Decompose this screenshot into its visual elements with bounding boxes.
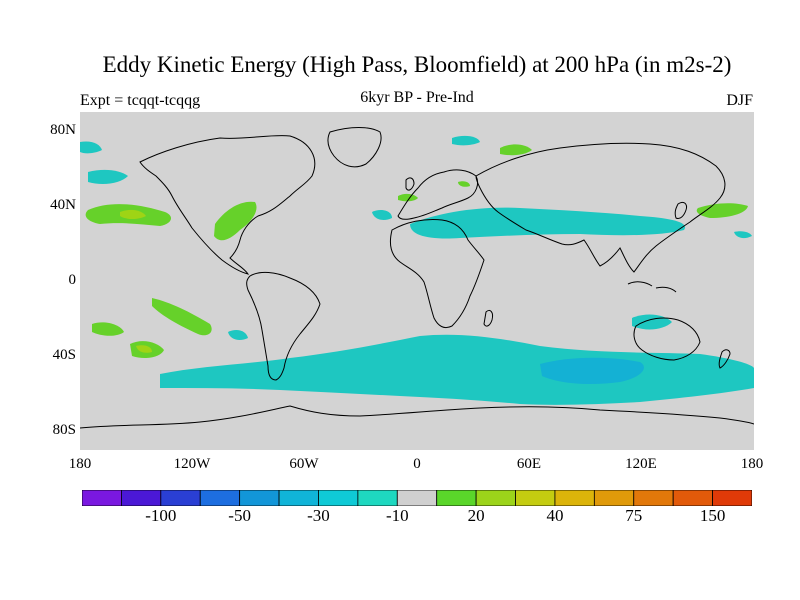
x-tick-label-120e: 120E: [625, 456, 657, 472]
negative-anomaly-atlantic: [372, 210, 392, 220]
negative-anomaly-nuk: [452, 135, 480, 146]
colorbar-swatch: [475, 490, 516, 506]
colorbar-swatch: [318, 490, 359, 506]
coast-asia: [475, 142, 726, 273]
negative-anomaly-arctic: [80, 141, 102, 154]
coast-greenland: [327, 127, 382, 168]
chart-title: Eddy Kinetic Energy (High Pass, Bloomfie…: [102, 52, 732, 77]
positive-anomaly-sindian: [92, 322, 124, 336]
positive-deep-spacific: [136, 345, 152, 353]
x-tick-label-60w: 60W: [289, 456, 319, 472]
negative-anomaly-areas: [80, 135, 754, 405]
colorbar-swatch: [239, 490, 280, 506]
negative-anomaly-npac-small: [734, 231, 752, 239]
negative-anomaly-namerica-west: [88, 169, 128, 184]
world-map: [80, 112, 754, 450]
colorbar-swatch: [436, 490, 477, 506]
coast-north-america: [139, 135, 316, 275]
colorbar-swatch: [672, 490, 713, 506]
y-tick-label-0: 0: [68, 272, 77, 288]
coast-australia: [633, 317, 701, 361]
negative-anomaly-south-america: [228, 330, 248, 340]
negative-deep-indian-ocean: [540, 357, 644, 384]
x-tick-label-180: 180: [68, 456, 92, 472]
colorbar: [82, 490, 752, 506]
colorbar-label: 20: [467, 506, 485, 525]
positive-anomaly-small: [458, 181, 470, 187]
coast-south-america: [246, 271, 321, 381]
y-tick-label-80s: 80S: [52, 422, 76, 438]
negative-anomaly-southern-ocean: [160, 334, 754, 405]
colorbar-label: -100: [145, 506, 177, 525]
colorbar-swatch: [160, 490, 201, 506]
coast-japan: [674, 201, 687, 219]
colorbar-label: -50: [228, 506, 251, 525]
positive-anomaly-deeper: [120, 209, 152, 353]
y-tick-label-40s: 40S: [52, 347, 76, 363]
coast-new-zealand: [718, 349, 731, 369]
experiment-label: Expt = tcqqt-tcqqg: [80, 92, 201, 109]
colorbar-swatch: [278, 490, 319, 506]
colorbar-swatch: [357, 490, 398, 506]
coast-europe: [397, 169, 479, 220]
colorbar-swatch: [82, 490, 122, 506]
positive-anomaly-natlantic: [214, 201, 257, 241]
positive-anomaly-europe: [398, 193, 418, 202]
colorbar-swatch: [515, 490, 556, 506]
coast-africa: [389, 219, 485, 329]
colorbar-swatch: [121, 490, 162, 506]
season-label: DJF: [726, 92, 753, 109]
coast-uk: [405, 177, 415, 191]
coast-indonesia: [627, 281, 677, 293]
colorbar-label: -30: [307, 506, 330, 525]
colorbar-label: 150: [699, 506, 726, 525]
colorbar-label: 75: [625, 506, 643, 525]
negative-anomaly-deeper: [540, 357, 644, 384]
positive-anomaly-arctic: [500, 144, 532, 156]
colorbar-swatch: [396, 490, 438, 506]
colorbar-swatch: [199, 490, 241, 506]
colorbar-label: -10: [385, 506, 409, 525]
y-tick-label-40n: 40N: [50, 197, 76, 213]
colorbar-swatch: [633, 490, 674, 506]
coast-madagascar: [483, 309, 493, 327]
x-tick-label-120w: 120W: [173, 456, 211, 472]
x-tick-label-60e: 60E: [516, 456, 542, 472]
positive-anomaly-areas: [85, 144, 748, 358]
colorbar-swatch: [593, 490, 635, 506]
negative-anomaly-subtropical-jet: [410, 207, 686, 239]
positive-anomaly-spacific: [152, 298, 212, 336]
positive-anomaly-wpacific: [696, 203, 748, 218]
subtitle: 6kyr BP - Pre-Ind: [360, 89, 474, 106]
y-tick-label-80n: 80N: [50, 122, 76, 138]
x-tick-label-180e: 180: [740, 456, 764, 472]
positive-deep-npacific: [120, 209, 146, 219]
coast-antarctica: [80, 405, 754, 429]
colorbar-label: 40: [546, 506, 564, 525]
colorbar-swatch: [554, 490, 595, 506]
colorbar-swatch: [712, 490, 752, 506]
coastlines: [80, 127, 754, 429]
x-tick-label-0: 0: [413, 456, 421, 472]
